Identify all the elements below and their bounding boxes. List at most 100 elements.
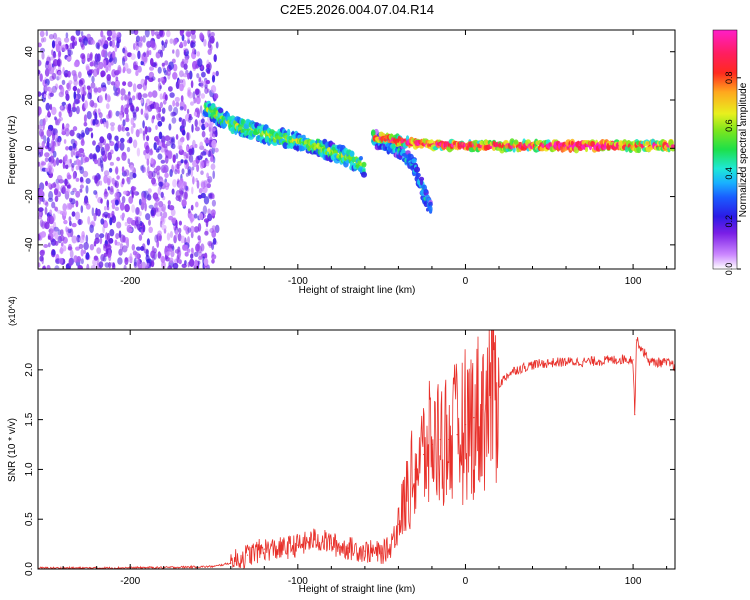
snr-point (314, 538, 316, 540)
heatmap-cell (136, 147, 141, 157)
heatmap-cell (145, 102, 148, 111)
heatmap-cell (126, 131, 130, 137)
snr-point (431, 443, 433, 446)
snr-point (280, 548, 282, 550)
heatmap-cell (135, 70, 139, 77)
heatmap-cell (43, 84, 48, 94)
heatmap-cell (112, 33, 118, 38)
heatmap-cell (146, 258, 151, 264)
heatmap-cell (106, 74, 111, 81)
heatmap-cell (48, 190, 54, 200)
heatmap-cell (150, 58, 154, 66)
heatmap-cell (190, 225, 195, 234)
heatmap-cell (169, 257, 174, 264)
heatmap-cell (207, 48, 212, 56)
heatmap-cell (175, 190, 181, 199)
heatmap-cell (79, 184, 84, 189)
heatmap-cell (44, 68, 50, 77)
heatmap-cell (139, 211, 142, 217)
heatmap-cell (57, 175, 63, 182)
heatmap-cell (115, 233, 120, 240)
heatmap-cell (51, 106, 57, 116)
heatmap-cell (194, 126, 200, 132)
heatmap-cell (109, 229, 115, 237)
y-tick-label: -20 (24, 189, 35, 204)
heatmap-cell (121, 178, 125, 185)
heatmap-cell (55, 37, 62, 44)
heatmap-cell (75, 106, 80, 115)
figure-title: C2E5.2026.004.07.04.R14 (280, 2, 434, 17)
heatmap-cell (197, 58, 203, 68)
heatmap-cell (65, 93, 70, 102)
heatmap-cell (57, 70, 62, 80)
heatmap-cell (193, 111, 197, 117)
heatmap-cell (129, 30, 136, 35)
heatmap-cell (636, 146, 642, 154)
heatmap-cell (48, 62, 52, 69)
heatmap-cell (181, 168, 185, 175)
heatmap-cell (96, 208, 101, 217)
snr-point (448, 438, 450, 441)
heatmap-cell (80, 205, 84, 214)
heatmap-feature-stable-carrier (371, 129, 675, 154)
heatmap-cell (121, 151, 127, 161)
heatmap-cell (190, 101, 194, 106)
heatmap-cell (132, 83, 137, 93)
colorbar-tick-label: 0.8 (724, 72, 734, 85)
heatmap-cell (52, 150, 57, 158)
heatmap-cell (83, 199, 89, 206)
heatmap-cell (94, 175, 98, 184)
heatmap-cell (145, 145, 150, 154)
heatmap-cell (66, 56, 72, 61)
heatmap-cell (111, 210, 115, 217)
heatmap-cell (133, 257, 137, 267)
heatmap-cell (55, 43, 60, 53)
heatmap-cell (198, 78, 201, 83)
heatmap-cell (295, 145, 300, 152)
heatmap-cell (42, 265, 46, 269)
y-tick-label: -40 (24, 237, 35, 252)
heatmap-cell (172, 262, 179, 269)
snr-point (330, 542, 332, 544)
heatmap-cell (63, 139, 67, 144)
heatmap-cell (161, 107, 166, 114)
heatmap-cell (47, 182, 52, 188)
heatmap-cell (151, 90, 158, 98)
snr-point (414, 468, 416, 470)
heatmap-cell (61, 44, 67, 52)
heatmap-cell (189, 258, 195, 267)
heatmap-cell (178, 259, 182, 265)
heatmap-cell (108, 110, 111, 119)
snr-panel: -200 -100 0 100 0.0 0.5 1.0 1.5 2.0 Height of st… (7, 296, 676, 595)
heatmap-cell (193, 97, 197, 104)
heatmap-cell (83, 84, 86, 92)
heatmap-cell (148, 149, 154, 156)
heatmap-cell (48, 66, 55, 75)
heatmap-cell (160, 116, 165, 122)
heatmap-cell (83, 121, 88, 127)
heatmap-cell (90, 82, 96, 89)
heatmap-cell (209, 122, 212, 128)
heatmap-cell (179, 83, 184, 92)
heatmap-cell (65, 226, 68, 233)
heatmap-cell (201, 118, 205, 124)
heatmap-cell (206, 182, 211, 189)
heatmap-cell (207, 176, 213, 183)
heatmap-cell (148, 127, 152, 133)
heatmap-cell (126, 217, 132, 225)
heatmap-cell (172, 72, 178, 80)
heatmap-cell (84, 100, 88, 109)
heatmap-cell (98, 112, 103, 119)
heatmap-cell (160, 215, 165, 223)
snr-frame (37, 329, 676, 570)
heatmap-cell (64, 37, 70, 43)
heatmap-cell (210, 163, 216, 170)
heatmap-cell (59, 246, 64, 255)
heatmap-cell (80, 53, 86, 60)
heatmap-cell (45, 201, 49, 207)
heatmap-cell (124, 169, 130, 177)
heatmap-cell (151, 177, 156, 185)
heatmap-cell (107, 178, 111, 186)
heatmap-cell (116, 221, 122, 229)
